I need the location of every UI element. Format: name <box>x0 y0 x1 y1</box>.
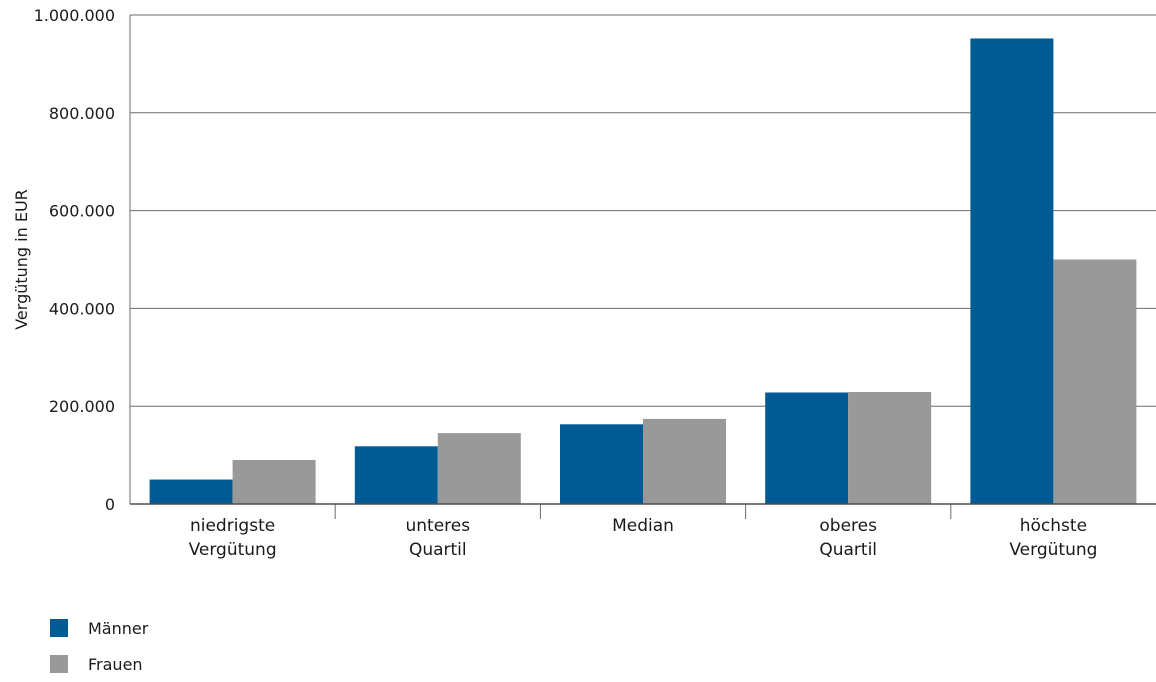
legend-item-maenner: Männer <box>50 610 148 646</box>
bar-chart: 0 200.000 400.000 600.000 800.000 1.000.000 V… <box>12 6 1156 560</box>
y-axis-tick-labels: 0 200.000 400.000 600.000 800.000 1.000.000 <box>34 6 115 514</box>
bar-frauen-niedrigste-verguetung <box>232 459 316 504</box>
x-category-label: Median <box>612 516 674 536</box>
bar-frauen-unteres-quartil <box>437 433 521 504</box>
x-category-label: unteres Quartil <box>405 516 470 560</box>
legend-swatch-frauen <box>50 655 68 673</box>
x-category-label: oberes Quartil <box>819 516 877 560</box>
y-tick-label: 0 <box>105 495 115 514</box>
bar-maenner-oberes-quartil <box>765 392 849 504</box>
y-tick-label: 1.000.000 <box>34 6 115 25</box>
bar-maenner-median <box>560 424 643 504</box>
x-axis <box>130 503 1156 519</box>
legend-swatch-maenner <box>50 619 68 637</box>
bar-frauen-median <box>643 418 726 504</box>
bar-frauen-oberes-quartil <box>848 392 932 504</box>
y-tick-label: 800.000 <box>49 104 115 123</box>
x-axis-category-labels: niedrigste Vergütung unteres Quartil Median o… <box>189 516 1098 560</box>
bar-frauen-hoechste-verguetung <box>1053 259 1137 504</box>
legend-label-maenner: Männer <box>88 618 149 638</box>
bars <box>149 38 1137 505</box>
bar-maenner-niedrigste-verguetung <box>149 479 233 504</box>
y-tick-label: 200.000 <box>49 397 115 416</box>
bar-maenner-hoechste-verguetung <box>970 38 1054 505</box>
legend: Männer Frauen <box>50 610 148 682</box>
legend-label-frauen: Frauen <box>88 654 143 674</box>
x-category-label: höchste Vergütung <box>1009 516 1097 560</box>
y-tick-label: 600.000 <box>49 202 115 221</box>
legend-item-frauen: Frauen <box>50 646 148 682</box>
y-axis-title: Vergütung in EUR <box>12 189 31 330</box>
x-category-label: niedrigste Vergütung <box>189 516 277 560</box>
bar-maenner-unteres-quartil <box>354 446 438 504</box>
y-tick-label: 400.000 <box>49 299 115 318</box>
